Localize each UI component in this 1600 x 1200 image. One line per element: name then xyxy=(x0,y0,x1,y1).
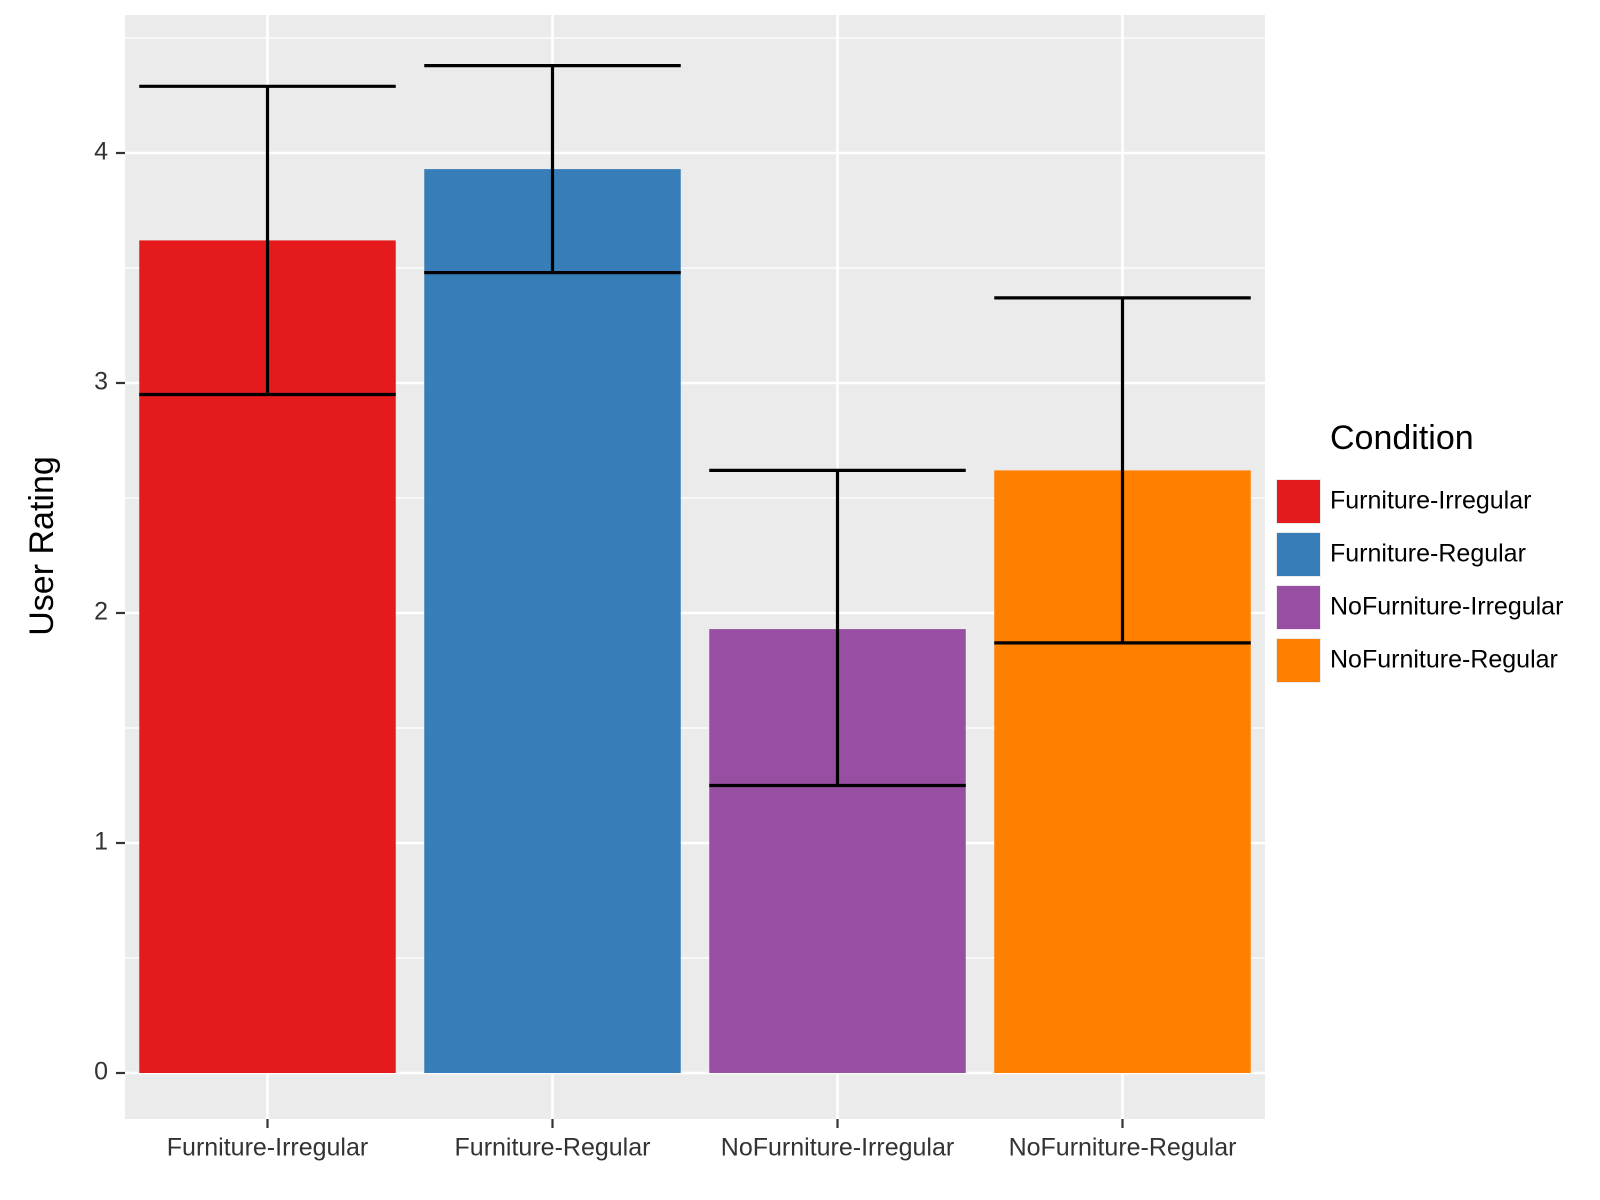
legend-swatch xyxy=(1277,586,1320,629)
legend-label: Furniture-Regular xyxy=(1330,540,1526,568)
legend: Condition Furniture-Irregular Furniture-R… xyxy=(1276,419,1563,683)
error-bar xyxy=(424,63,681,275)
legend-swatch xyxy=(1277,480,1320,523)
y-axis-title: User Rating xyxy=(23,456,61,636)
legend-item: NoFurniture-Irregular xyxy=(1276,585,1563,630)
bar xyxy=(424,169,681,1074)
legend-label: Furniture-Irregular xyxy=(1330,487,1531,515)
legend-swatch xyxy=(1277,639,1320,682)
legend-label: NoFurniture-Irregular xyxy=(1330,593,1563,621)
y-tick-label: 4 xyxy=(94,138,108,166)
y-tick-label: 3 xyxy=(94,368,108,396)
error-bars xyxy=(139,63,1251,788)
error-bar xyxy=(994,296,1251,645)
legend-item: NoFurniture-Regular xyxy=(1276,638,1558,683)
legend-item: Furniture-Irregular xyxy=(1276,479,1531,524)
x-axis: Furniture-Irregular Furniture-Regular NoFu… xyxy=(167,1119,1237,1162)
x-tick-label: Furniture-Regular xyxy=(455,1134,651,1162)
error-bar xyxy=(709,468,966,788)
y-tick-label: 2 xyxy=(94,598,108,626)
legend-label: NoFurniture-Regular xyxy=(1330,646,1558,674)
y-axis: 0 1 2 3 4 xyxy=(94,138,125,1086)
legend-item: Furniture-Regular xyxy=(1276,532,1526,577)
error-bar xyxy=(139,84,396,397)
y-tick-label: 1 xyxy=(94,828,108,856)
x-tick-label: NoFurniture-Regular xyxy=(1009,1134,1237,1162)
legend-title: Condition xyxy=(1330,419,1474,457)
x-tick-label: Furniture-Irregular xyxy=(167,1134,368,1162)
x-tick-label: NoFurniture-Irregular xyxy=(721,1134,954,1162)
legend-swatch xyxy=(1277,533,1320,576)
y-tick-label: 0 xyxy=(94,1058,108,1086)
